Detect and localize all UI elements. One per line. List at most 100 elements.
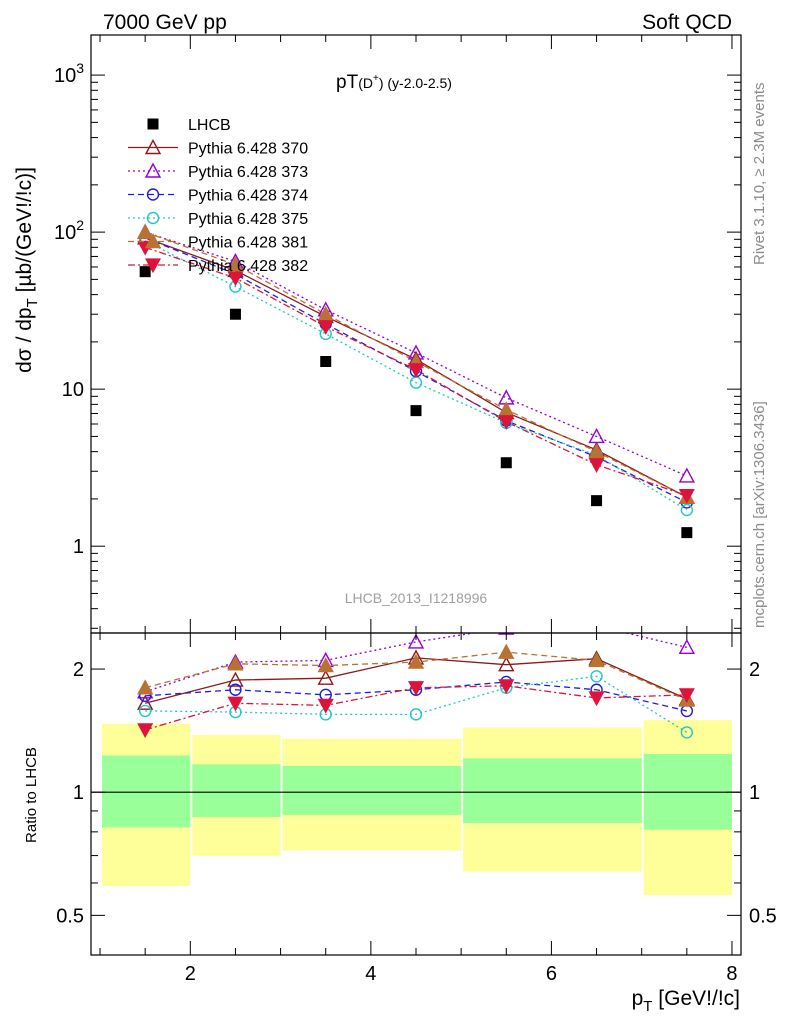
main-point-p373-5 (588, 427, 605, 444)
legend-label-p373: Pythia 6.428 373 (188, 164, 308, 181)
ratio-point-p370-2 (317, 669, 334, 685)
title-tail: ) (y-2.0-2.5) (379, 75, 452, 91)
analysis-watermark: LHCB_2013_I1218996 (345, 590, 488, 606)
main-point-p375-6 (680, 503, 694, 517)
x-tick-label: 8 (726, 963, 737, 985)
main-point-data-6 (681, 527, 693, 539)
ratio-point-p370-0 (136, 694, 154, 710)
ratio-series-line-p375 (145, 675, 688, 733)
x-tick-label: 4 (365, 963, 376, 985)
legend-label-data: LHCB (188, 117, 231, 134)
ratio-point-p381-3 (407, 653, 425, 669)
ratio-point-p381-2 (317, 657, 334, 673)
legend-marker-p375 (146, 211, 160, 225)
ratio-y-tick-label-right: 0.5 (749, 905, 777, 927)
x-tick-label: 6 (546, 963, 557, 985)
main-point-p382-6 (678, 488, 695, 504)
main-point-p382-5 (588, 458, 605, 474)
ratio-y-tick-label-right: 2 (749, 659, 760, 681)
ratio-y-label: Ratio to LHCB (23, 747, 40, 843)
ratio-point-p382-0 (137, 723, 154, 739)
tick-base: 10 (62, 379, 84, 401)
ratio-point-p375-6 (680, 726, 694, 739)
legend-marker-data (147, 118, 159, 130)
legend-label-p381: Pythia 6.428 381 (188, 235, 308, 252)
ratio-point-p382-5 (588, 691, 605, 707)
main-x-ticks (99, 35, 733, 633)
ratio-point-p382-1 (227, 696, 244, 712)
xlabel-sub: T (643, 998, 652, 1015)
x-tick-label: 2 (185, 963, 196, 985)
mcplots-reference-label: mcplots.cern.ch [arXiv:1306.3436] (751, 401, 768, 628)
ratio-point-p370-1 (227, 671, 244, 687)
title-sub: (D (358, 75, 373, 91)
ratio-point-p373-3 (407, 633, 425, 649)
legend-label-p375: Pythia 6.428 375 (188, 211, 308, 228)
ratio-point-p375-0 (138, 704, 152, 718)
ratio-panel: 0.5 0.5 1 1 2 2 2 4 6 8 Ratio to LHCB pT [GeV!/!c… (23, 632, 777, 1015)
ratio-band-inner-2 (282, 765, 462, 815)
ratio-y-tick-label-left: 0.5 (56, 905, 84, 927)
main-point-data-1 (229, 308, 241, 320)
main-point-p382-2 (317, 320, 334, 335)
ratio-point-p375-3 (409, 708, 423, 721)
main-y-tick-label: 102 (54, 217, 84, 244)
header-right: Soft QCD (642, 11, 732, 34)
main-point-p382-4 (498, 415, 515, 431)
title-main: pT (336, 72, 359, 93)
ratio-point-p373-6 (678, 638, 696, 655)
legend-label-p382: Pythia 6.428 382 (188, 258, 308, 275)
tick-base: 1 (73, 536, 84, 558)
main-plot-content (136, 223, 696, 539)
ratio-point-p382-3 (407, 681, 425, 697)
xlabel-tail: [GeV!/!c] (652, 987, 740, 1010)
ratio-point-p374-1 (229, 683, 242, 696)
ratio-point-p381-5 (588, 651, 605, 668)
legend-marker-p370 (144, 139, 162, 155)
ratio-point-p381-4 (498, 643, 515, 659)
ratio-y-tick-label-right: 1 (749, 782, 760, 804)
ratio-point-p381-0 (136, 679, 154, 695)
tick-exponent: 3 (76, 60, 84, 76)
ratio-plot-content (91, 633, 741, 896)
tick-base: 10 (54, 65, 76, 87)
header-left: 7000 GeV pp (103, 11, 227, 34)
title-sup: + (373, 73, 379, 84)
legend-label-p370: Pythia 6.428 370 (188, 141, 308, 158)
xlabel-main: p (632, 987, 644, 1010)
legend-marker-p374 (146, 188, 160, 201)
ratio-point-p382-2 (317, 698, 334, 714)
main-y-tick-label: 10 (62, 379, 84, 401)
main-point-data-3 (410, 405, 422, 417)
main-series-line-p373 (144, 231, 688, 477)
main-point-p382-1 (227, 271, 244, 287)
ratio-point-p375-5 (590, 670, 603, 683)
main-point-p381-1 (227, 256, 244, 272)
ratio-band-inner-3 (463, 758, 642, 824)
main-point-data-0 (139, 266, 151, 278)
ratio-band-inner-1 (192, 764, 281, 817)
main-point-data-2 (320, 356, 332, 368)
main-point-data-5 (591, 495, 603, 507)
ratio-y-tick-label-left: 2 (73, 659, 84, 681)
main-y-tick-label: 103 (54, 60, 84, 87)
tick-exponent: 2 (76, 217, 84, 233)
main-point-data-4 (500, 457, 512, 469)
main-point-p382-3 (407, 363, 425, 378)
ylabel-main: dσ / dp (13, 307, 36, 373)
x-axis-label: pT [GeV!/!c] (632, 987, 740, 1015)
legend-marker-p381 (144, 233, 162, 249)
main-point-p373-6 (678, 467, 696, 483)
ratio-point-p382-4 (498, 679, 515, 695)
tick-base: 10 (54, 222, 76, 244)
ratio-point-p382-6 (678, 688, 695, 704)
ratio-series-group (136, 633, 696, 739)
legend-label-p374: Pythia 6.428 374 (188, 188, 308, 205)
legend-marker-p382 (144, 258, 162, 274)
ylabel-sub: T (24, 298, 41, 307)
main-point-p381-0 (136, 223, 154, 239)
ratio-point-p370-4 (498, 656, 515, 672)
